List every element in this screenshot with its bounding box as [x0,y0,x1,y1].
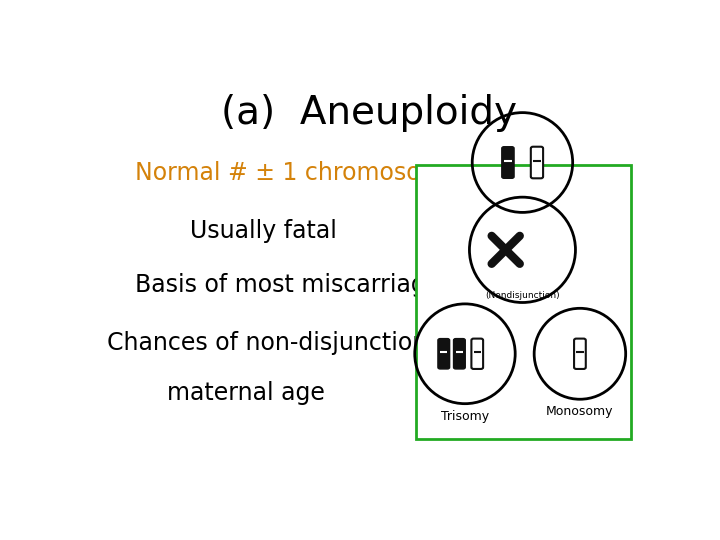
Text: Normal # ± 1 chromosome: Normal # ± 1 chromosome [135,161,458,185]
Bar [416,165,631,439]
FancyBboxPatch shape [531,147,543,178]
FancyBboxPatch shape [574,339,586,369]
Text: (a)  Aneuploidy: (a) Aneuploidy [221,94,517,132]
FancyBboxPatch shape [502,147,514,178]
FancyBboxPatch shape [454,339,465,369]
Text: Chances of non-disjunction ↑ with ↑: Chances of non-disjunction ↑ with ↑ [107,332,539,355]
Text: maternal age: maternal age [167,381,325,406]
Text: Trisomy: Trisomy [441,410,489,423]
FancyBboxPatch shape [438,339,449,369]
Text: Usually fatal: Usually fatal [190,219,337,243]
Text: Basis of most miscarriages: Basis of most miscarriages [135,273,452,297]
Text: (Nondisjunction): (Nondisjunction) [485,291,559,300]
Text: Monosomy: Monosomy [546,406,613,419]
FancyBboxPatch shape [472,339,483,369]
